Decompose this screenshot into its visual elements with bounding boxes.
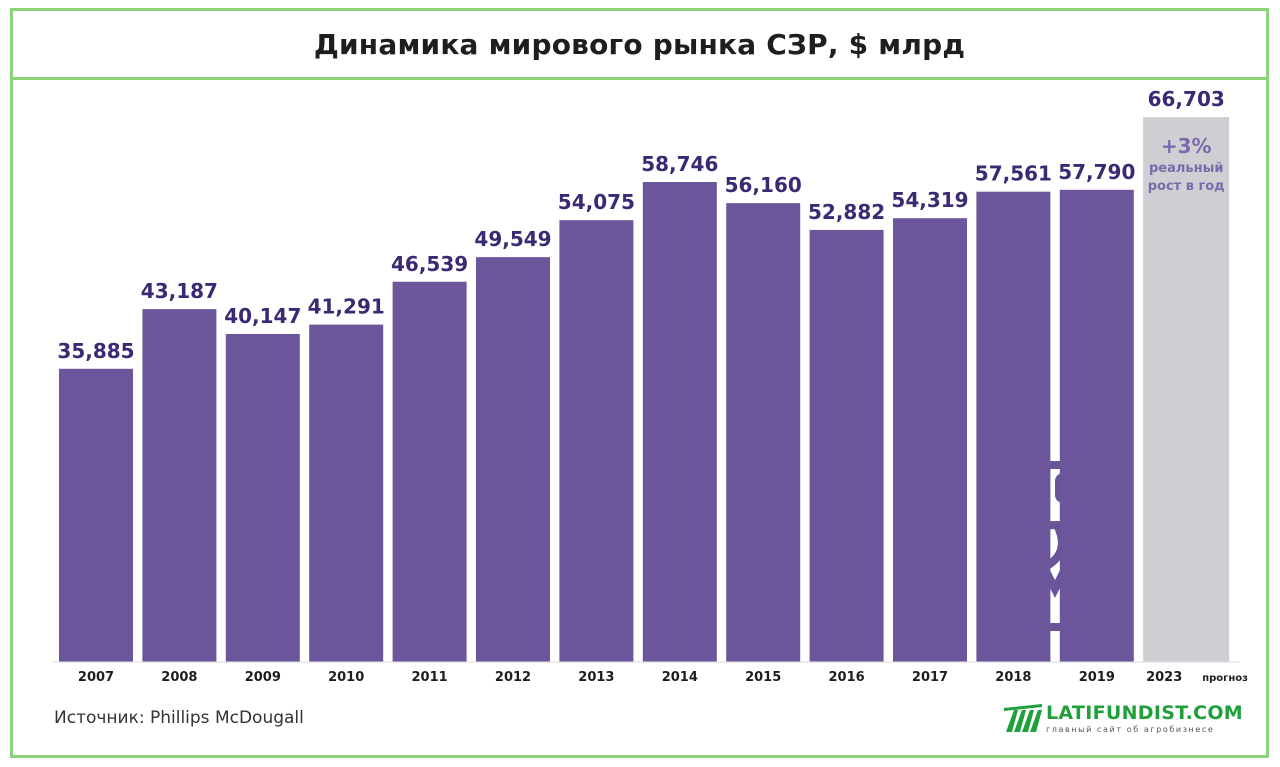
forecast-suffix: прогноз: [1202, 673, 1248, 684]
bar-2012: [476, 257, 550, 662]
bar-2019: [1059, 189, 1134, 662]
logo-text: LATIFUNDIST.COM: [1046, 702, 1243, 724]
value-label-2017: 54,319: [891, 188, 968, 212]
title-bar: Динамика мирового рынка СЗР, $ млрд: [13, 11, 1266, 80]
bar-2007: [59, 368, 133, 662]
field-logo-icon: [1004, 704, 1042, 732]
site-logo[interactable]: LATIFUNDIST.COM главный сайт об агробизн…: [1004, 702, 1243, 738]
tick-label-2007: 2007: [78, 670, 114, 685]
value-label-2016: 52,882: [808, 200, 885, 224]
tick-label-2023: 2023: [1146, 670, 1182, 685]
value-label-2013: 54,075: [558, 190, 635, 214]
tick-label-2016: 2016: [829, 670, 865, 685]
forecast-note-line2: рост в год: [1148, 179, 1225, 194]
bar-2018: [976, 191, 1051, 663]
logo-tagline: главный сайт об агробизнесе: [1046, 725, 1215, 734]
bar-2016: [809, 229, 884, 663]
bar-2023: [1143, 117, 1230, 662]
tick-label-2009: 2009: [245, 670, 281, 685]
bar-2013: [559, 220, 634, 662]
bar-2014: [642, 182, 717, 662]
tick-label-2013: 2013: [578, 670, 614, 685]
tick-label-2008: 2008: [161, 670, 197, 685]
value-label-2010: 41,291: [308, 295, 385, 319]
tick-label-2011: 2011: [412, 670, 448, 685]
value-label-2014: 58,746: [641, 152, 718, 176]
value-label-2018: 57,561: [975, 162, 1052, 186]
bars-layer: 35,885 2007 43,187 2008 40,147 2009 41,291 2010…: [52, 87, 1248, 685]
tick-label-2012: 2012: [495, 670, 531, 685]
value-label-2008: 43,187: [141, 279, 218, 303]
tick-label-2018: 2018: [995, 670, 1031, 685]
bar-2009: [225, 333, 300, 662]
bar-2010: [309, 324, 384, 662]
source-note: Источник: Phillips McDougall: [54, 708, 304, 728]
value-label-2011: 46,539: [391, 252, 468, 276]
bar-2017: [893, 218, 967, 662]
value-label-2019: 57,790: [1058, 160, 1135, 184]
tick-label-2015: 2015: [745, 670, 781, 685]
tick-label-2010: 2010: [328, 670, 364, 685]
bar-2008: [142, 309, 217, 662]
forecast-growth: +3%: [1161, 134, 1212, 158]
tick-label-2014: 2014: [662, 670, 698, 685]
forecast-note-line1: реальный: [1149, 161, 1223, 176]
value-label-2023: 66,703: [1148, 87, 1225, 111]
bar-2011: [392, 281, 467, 662]
value-label-2012: 49,549: [474, 227, 551, 251]
tick-label-2017: 2017: [912, 670, 948, 685]
value-label-2007: 35,885: [57, 339, 134, 363]
value-label-2015: 56,160: [725, 173, 802, 197]
chart-frame: Динамика мирового рынка СЗР, $ млрд: [10, 8, 1269, 758]
chart-title: Динамика мирового рынка СЗР, $ млрд: [313, 27, 966, 61]
value-label-2009: 40,147: [224, 304, 301, 328]
bar-2015: [726, 203, 801, 662]
tick-label-2019: 2019: [1079, 670, 1115, 685]
